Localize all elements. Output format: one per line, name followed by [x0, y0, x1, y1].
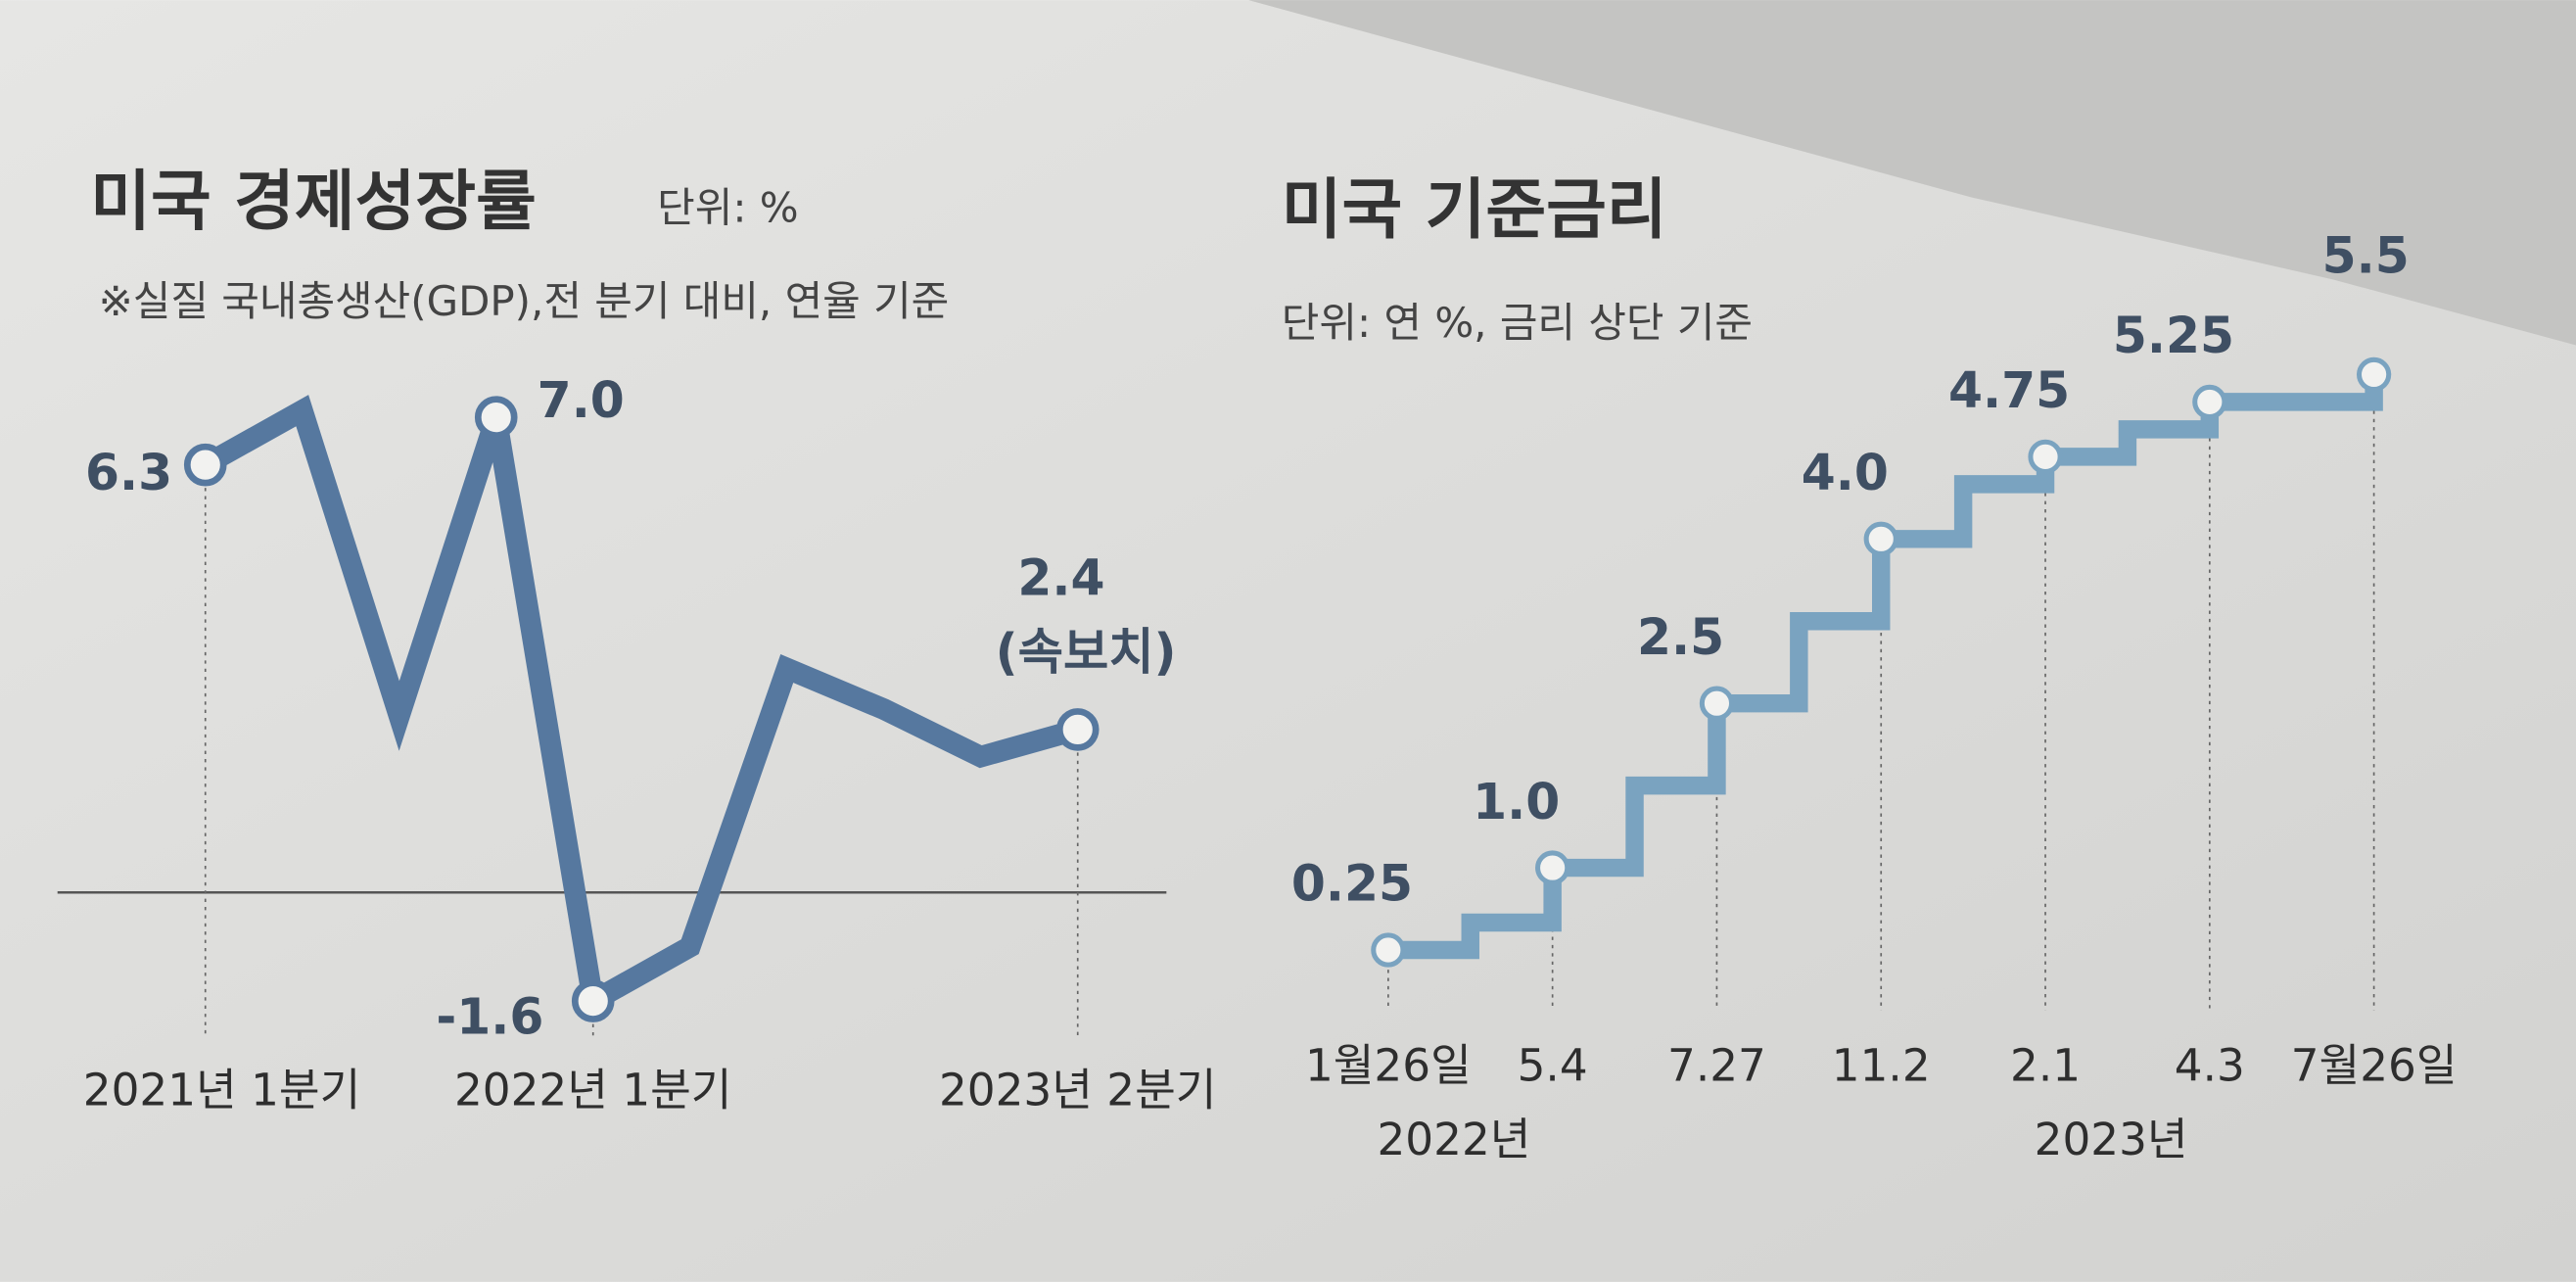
marker	[1055, 708, 1100, 751]
data-label: -1.6	[436, 988, 543, 1046]
marker	[474, 396, 518, 439]
marker	[183, 443, 227, 487]
marker	[2356, 356, 2392, 393]
marker	[2028, 439, 2063, 474]
x-tick-label: 1월26일	[1305, 1039, 1472, 1091]
data-label: 2.4	[1017, 548, 1104, 606]
x-tick-label: 2021년 1분기	[83, 1064, 361, 1116]
data-label: 0.25	[1291, 855, 1413, 913]
annotation: (속보치)	[996, 623, 1177, 681]
marker	[1863, 521, 1898, 556]
chart-title: 미국 경제성장률	[90, 163, 537, 239]
unit-label: 단위: %	[657, 183, 798, 231]
x-tick-label: 11.2	[1832, 1039, 1931, 1091]
data-label: 7.0	[538, 371, 625, 429]
data-label: 4.75	[1948, 361, 2070, 419]
x-tick-label: 7.27	[1667, 1039, 1766, 1091]
data-label: 2.5	[1637, 608, 1724, 666]
chart-title: 미국 기준금리	[1282, 171, 1667, 248]
x-tick-label: 2.1	[2010, 1039, 2081, 1091]
x-tick-label: 2022년 1분기	[454, 1064, 732, 1116]
year-label: 2022년	[1377, 1114, 1530, 1165]
year-label: 2023년	[2035, 1114, 2188, 1165]
data-label: 5.5	[2322, 226, 2410, 284]
x-tick-label: 7월26일	[2291, 1039, 2458, 1091]
marker	[571, 979, 615, 1022]
x-tick-label: 5.4	[1518, 1039, 1588, 1091]
line	[200, 395, 1081, 1019]
data-label: 1.0	[1473, 773, 1560, 831]
chart-subtitle: 단위: 연 %, 금리 상단 기준	[1282, 299, 1753, 347]
step-line	[1387, 374, 2383, 960]
chart-subtitle: ※실질 국내총생산(GDP),전 분기 대비, 연율 기준	[99, 277, 950, 325]
paper-shade	[1248, 0, 2576, 346]
data-label: 6.3	[85, 444, 172, 501]
data-label: 4.0	[1802, 444, 1889, 501]
marker	[1699, 686, 1735, 721]
marker	[1371, 932, 1406, 968]
marker	[2192, 384, 2227, 420]
marker	[1535, 850, 1570, 885]
data-label: 5.25	[2113, 307, 2234, 364]
x-tick-label: 2023년 2분기	[939, 1064, 1217, 1116]
x-tick-label: 4.3	[2175, 1039, 2245, 1091]
